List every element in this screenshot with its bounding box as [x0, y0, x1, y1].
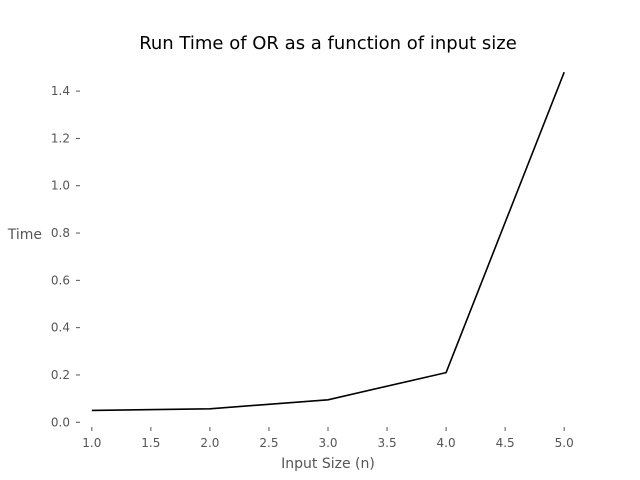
x-tick-label: 4.5 — [496, 436, 515, 450]
y-tick-label: 0.6 — [51, 273, 70, 287]
y-tick-label: 1.4 — [51, 84, 70, 98]
chart-title: Run Time of OR as a function of input si… — [139, 33, 517, 54]
x-tick-label: 1.0 — [82, 436, 101, 450]
y-tick-label: 1.0 — [51, 179, 70, 193]
x-axis-label: Input Size (n) — [281, 456, 375, 472]
y-tick-label: 0.0 — [51, 415, 70, 429]
x-tick-label: 5.0 — [555, 436, 574, 450]
y-axis-label: Time — [7, 227, 42, 243]
x-tick-label: 3.0 — [318, 436, 337, 450]
y-tick-label: 1.2 — [51, 131, 70, 145]
x-tick-label: 2.0 — [200, 436, 219, 450]
plot-area — [91, 71, 565, 412]
y-tick-label: 0.4 — [51, 321, 70, 335]
x-tick-label: 3.5 — [378, 436, 397, 450]
y-tick-label: 0.2 — [51, 368, 70, 382]
y-tick-label: 0.8 — [51, 226, 70, 240]
y-axis-ticks: 0.0 0.2 0.4 0.6 0.8 1.0 1.2 1.4 — [51, 84, 80, 429]
series-line — [91, 71, 565, 412]
x-tick-label: 1.5 — [141, 436, 160, 450]
x-tick-label: 4.0 — [437, 436, 456, 450]
x-axis-ticks: 1.0 1.5 2.0 2.5 3.0 3.5 4.0 4.5 5.0 — [82, 427, 574, 450]
x-tick-label: 2.5 — [259, 436, 278, 450]
